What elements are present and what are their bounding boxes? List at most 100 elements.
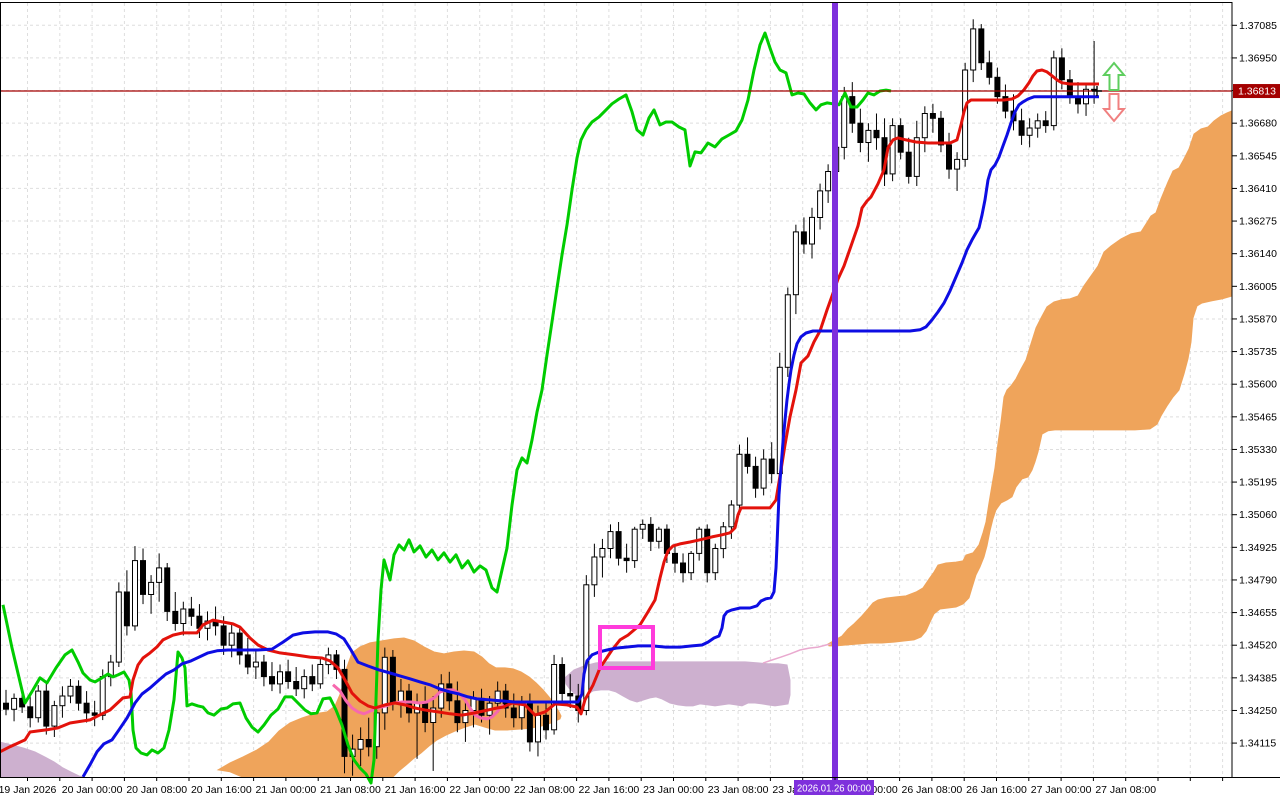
candle xyxy=(341,668,348,757)
candle xyxy=(1002,96,1009,112)
candle xyxy=(11,697,18,710)
candle xyxy=(260,661,267,678)
candle xyxy=(123,591,130,627)
candle xyxy=(365,739,372,748)
candle xyxy=(744,453,751,467)
candle xyxy=(75,685,82,704)
price-tick-label: 1.36275 xyxy=(1239,216,1277,228)
candle xyxy=(631,528,638,562)
candlesticks xyxy=(3,19,1098,776)
price-tick-label: 1.35600 xyxy=(1239,379,1277,391)
candle xyxy=(148,581,155,596)
candle xyxy=(357,739,364,750)
sell-arrow-icon[interactable] xyxy=(1101,93,1127,123)
price-tick-label: 1.35870 xyxy=(1239,313,1277,325)
sell-arrow-icon[interactable] xyxy=(1101,93,1127,123)
candle xyxy=(510,707,517,719)
buy-arrow-icon[interactable] xyxy=(1101,61,1127,91)
grid-lines xyxy=(0,3,1232,777)
price-tick-label: 1.36410 xyxy=(1239,183,1277,195)
time-tick-label: 26 Jan 16:00 xyxy=(966,784,1027,796)
vline-time-label: 2026.01.26 00:00 xyxy=(794,780,874,795)
vline-time-label-text: 2026.01.26 00:00 xyxy=(797,783,871,795)
candle xyxy=(252,661,259,668)
candle xyxy=(543,714,549,731)
candle xyxy=(228,632,235,646)
candle xyxy=(236,632,243,656)
candle xyxy=(615,531,622,559)
candle xyxy=(27,706,34,719)
time-tick-label: 20 Jan 08:00 xyxy=(126,784,187,796)
candle xyxy=(389,656,396,704)
candle xyxy=(140,560,146,595)
time-tick-label: 20 Jan 00:00 xyxy=(62,784,123,796)
candle xyxy=(946,144,952,170)
time-tick-label: 23 Jan 00:00 xyxy=(643,784,704,796)
price-axis[interactable]: 1.370851.369501.368151.366801.365451.364… xyxy=(1232,20,1277,750)
candle xyxy=(43,690,50,727)
candle xyxy=(599,548,606,558)
candle xyxy=(768,458,775,475)
price-tick-label: 1.34115 xyxy=(1239,738,1276,750)
price-tick-label: 1.36545 xyxy=(1239,150,1277,162)
candle xyxy=(115,591,122,663)
price-tick-label: 1.34250 xyxy=(1239,705,1277,717)
candle xyxy=(994,76,1001,98)
kumo-orange-left xyxy=(216,637,562,778)
candle xyxy=(220,625,227,646)
candle xyxy=(720,526,727,550)
candle xyxy=(164,567,171,612)
price-tick-label: 1.36140 xyxy=(1239,248,1277,260)
candle xyxy=(1050,57,1057,127)
candle xyxy=(1034,120,1041,129)
candle xyxy=(800,231,807,245)
tenkan-sen-g xyxy=(0,68,1099,754)
candle xyxy=(954,158,961,170)
candle xyxy=(438,683,445,709)
time-tick-label: 21 Jan 00:00 xyxy=(256,784,317,796)
chikou-span-g xyxy=(1,31,892,785)
candle xyxy=(317,664,324,685)
kijun-sen-g xyxy=(81,95,1099,778)
candle xyxy=(454,700,461,724)
rect-g[interactable] xyxy=(598,625,655,670)
price-tick-label: 1.34655 xyxy=(1239,607,1277,619)
time-tick-label: 22 Jan 08:00 xyxy=(514,784,575,796)
candle xyxy=(293,681,300,690)
candle xyxy=(913,137,920,177)
candle xyxy=(277,671,283,685)
buy-arrow-icon[interactable] xyxy=(1101,61,1127,91)
candle xyxy=(462,710,469,724)
candle xyxy=(639,523,646,530)
candle xyxy=(67,685,74,697)
candle xyxy=(83,702,90,714)
kumo-lavender-left xyxy=(0,741,85,778)
candle xyxy=(559,664,566,694)
candle xyxy=(381,656,388,714)
candle xyxy=(623,557,630,562)
tenkan-sen-line xyxy=(0,68,1099,754)
candle xyxy=(889,125,896,175)
time-tick-label: 27 Jan 08:00 xyxy=(1095,784,1156,796)
senkou-boundary-line xyxy=(762,643,832,664)
price-tick-label: 1.34790 xyxy=(1239,575,1277,587)
price-tick-label: 1.34385 xyxy=(1239,672,1277,684)
candle xyxy=(817,190,824,218)
price-tick-label: 1.35465 xyxy=(1239,411,1277,423)
candle xyxy=(180,608,187,624)
time-axis[interactable]: 19 Jan 2026 20 Jan 00:00 20 Jan 08:00 20 Ja… xyxy=(0,777,1224,796)
candle xyxy=(841,96,848,148)
price-tick-label: 1.36680 xyxy=(1239,118,1277,130)
candle xyxy=(156,567,163,583)
candle xyxy=(938,117,944,146)
candle xyxy=(784,294,791,368)
candle xyxy=(502,690,509,709)
candle xyxy=(986,62,993,78)
time-tick-label: 19 Jan 2026 xyxy=(0,784,57,796)
candle xyxy=(535,714,541,743)
candle xyxy=(244,654,251,668)
highlight-rectangle[interactable] xyxy=(598,625,655,670)
senkou-boundary-g xyxy=(762,643,832,664)
